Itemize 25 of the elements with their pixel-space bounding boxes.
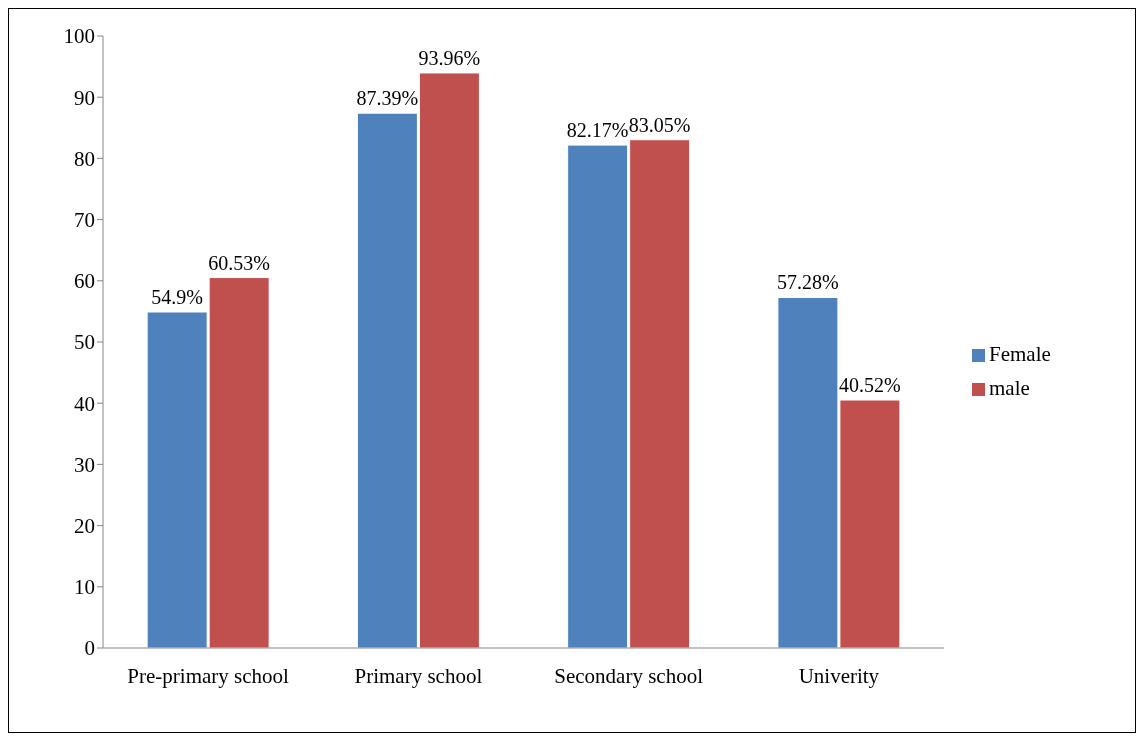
legend-label: Female [989, 341, 1051, 366]
data-label: 60.53% [208, 251, 270, 274]
x-tick-label: Primary school [354, 663, 483, 688]
legend-label: male [989, 375, 1030, 400]
y-tick-label: 70 [74, 208, 95, 233]
x-tick-label: Secondary school [554, 663, 704, 688]
y-tick-label: 40 [74, 391, 95, 416]
data-label: 40.52% [839, 374, 901, 397]
data-label: 83.05% [628, 113, 691, 136]
y-tick-label: 80 [74, 146, 95, 171]
data-label: 82.17% [566, 119, 629, 142]
x-tick-label: Univerity [798, 663, 880, 688]
data-label: 93.96% [418, 46, 481, 69]
y-tick-label: 90 [74, 85, 95, 110]
data-label: 54.9% [151, 286, 203, 309]
y-tick-label: 30 [74, 452, 95, 477]
y-tick-label: 100 [63, 24, 95, 49]
y-tick-label: 50 [74, 330, 95, 355]
data-label: 57.28% [777, 271, 839, 294]
y-tick-label: 10 [74, 575, 95, 600]
x-tick-label: Pre-primary school [127, 663, 290, 688]
data-label: 87.39% [356, 87, 419, 110]
y-tick-label: 0 [84, 636, 95, 661]
y-tick-label: 20 [74, 514, 95, 539]
y-tick-label: 60 [74, 269, 95, 294]
